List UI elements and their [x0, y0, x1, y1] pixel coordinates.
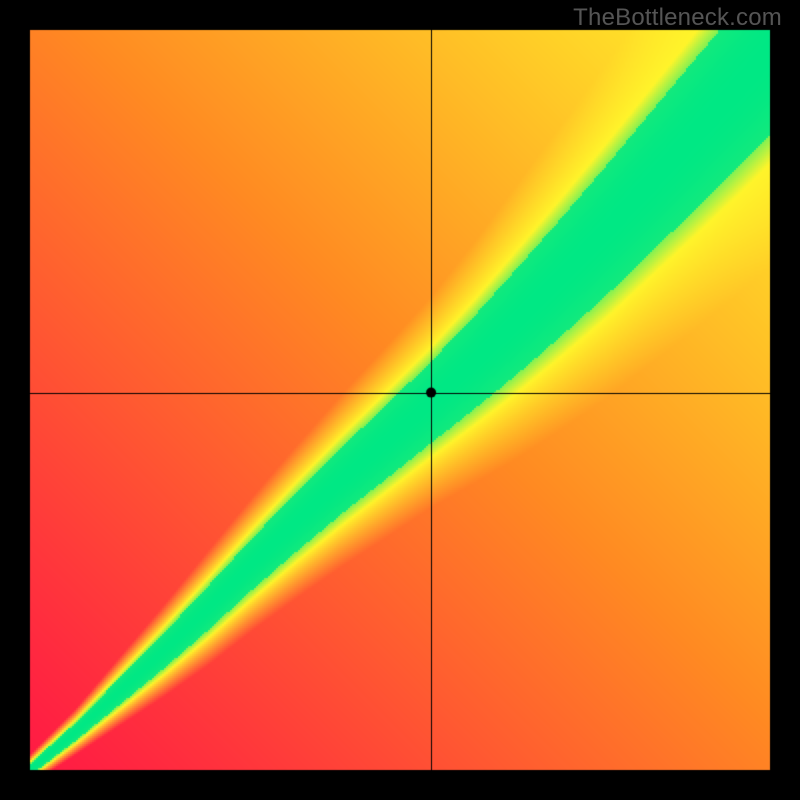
watermark-text: TheBottleneck.com	[573, 4, 782, 32]
bottleneck-heatmap	[0, 0, 800, 800]
chart-container: { "watermark": { "text": "TheBottleneck.…	[0, 0, 800, 800]
